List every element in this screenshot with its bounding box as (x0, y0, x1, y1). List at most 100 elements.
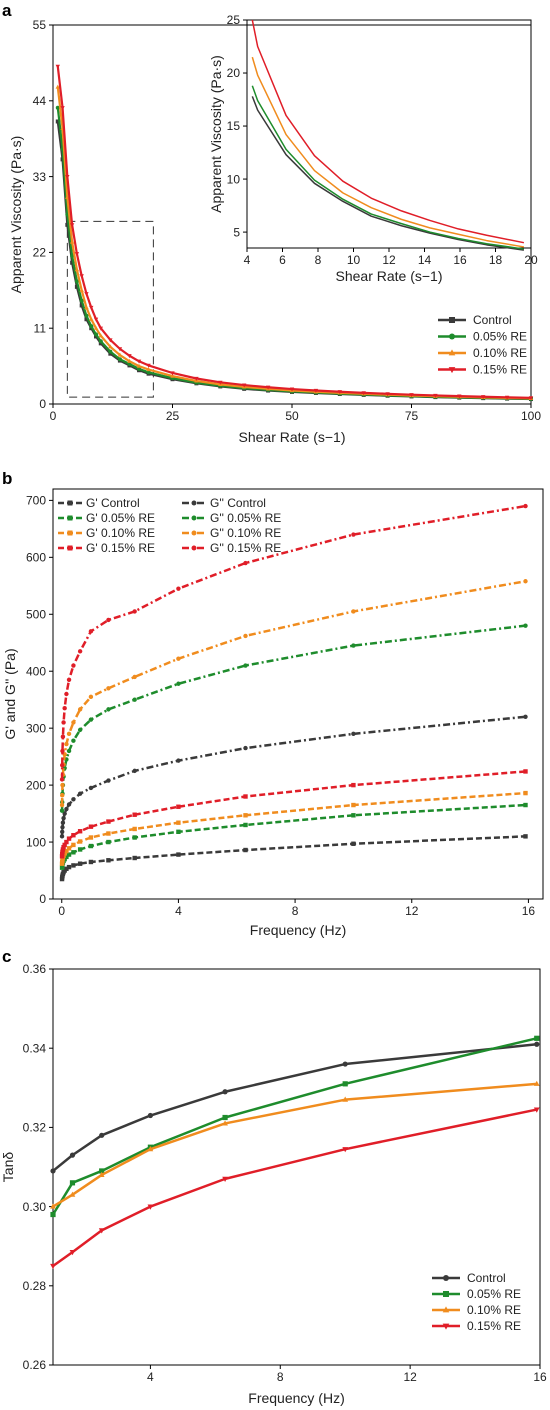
legend-marker (67, 515, 73, 521)
series-5 (59, 623, 528, 813)
data-point (79, 274, 84, 279)
legend-marker (448, 349, 456, 356)
legend-label: G'' 0.10% RE (210, 526, 281, 540)
legend-label: Control (467, 1271, 506, 1285)
legend-label: Control (473, 313, 512, 327)
data-point (351, 813, 356, 818)
data-point (481, 395, 486, 400)
data-point (106, 839, 111, 845)
y-tick-label: 33 (33, 170, 47, 184)
legend-label: G'' 0.05% RE (210, 511, 281, 525)
x-tick-label: 18 (489, 253, 503, 267)
x-tick-label: 4 (244, 253, 251, 267)
legend-a: Control 0.05% RE 0.10% RE 0.15% RE (438, 313, 527, 377)
data-point (361, 391, 366, 396)
legend-entry: G'' 0.05% RE (182, 511, 281, 525)
data-point (59, 802, 65, 808)
data-point (523, 623, 528, 628)
data-point (243, 633, 248, 639)
data-point (88, 694, 94, 700)
y-tick-label: 20 (227, 66, 241, 80)
data-point (60, 762, 65, 768)
data-point (93, 317, 99, 322)
series-line (60, 715, 526, 837)
data-point (62, 811, 67, 816)
data-point (60, 748, 65, 754)
data-point (385, 392, 390, 397)
data-point (106, 858, 111, 863)
data-point (106, 686, 111, 691)
series-line (60, 770, 526, 857)
data-point (88, 859, 94, 865)
legend-label: G' 0.05% RE (86, 511, 155, 525)
data-point (176, 681, 181, 686)
y-axis-title: G' and G'' (Pa) (2, 648, 18, 739)
data-point (61, 844, 66, 850)
data-point (84, 317, 89, 322)
data-point (64, 866, 69, 872)
inset-series-0 (251, 96, 525, 251)
x-tick-label: 4 (147, 1370, 154, 1384)
legend-c: Control 0.05% RE 0.10% RE 0.15% RE (432, 1271, 521, 1333)
data-point (60, 825, 65, 830)
data-point (351, 643, 356, 648)
data-point (504, 395, 510, 400)
x-tick-label: 8 (277, 1370, 284, 1384)
data-point (136, 363, 142, 368)
data-point (243, 663, 248, 668)
data-point (61, 720, 66, 725)
data-point (457, 394, 462, 399)
data-point (351, 802, 356, 808)
y-tick-label: 10 (227, 172, 241, 186)
data-point (222, 1089, 228, 1095)
legend-marker (191, 500, 197, 506)
data-point (342, 1147, 349, 1153)
data-point (77, 791, 83, 796)
x-tick-label: 8 (315, 253, 322, 267)
y-tick-label: 0.36 (23, 962, 47, 976)
data-point (60, 793, 65, 798)
y-tick-label: 44 (33, 94, 47, 108)
data-point (132, 855, 137, 861)
data-point (50, 1211, 56, 1218)
y-tick-label: 100 (26, 835, 46, 849)
x-tick-label: 0 (50, 409, 57, 423)
data-point (55, 64, 60, 69)
inset-series-line (251, 96, 525, 251)
y-axis-title: Apparent Viscosity (Pa·s) (208, 55, 224, 213)
data-point (170, 373, 175, 378)
data-point (79, 287, 84, 292)
legend-marker (449, 333, 455, 340)
data-point (64, 839, 69, 845)
data-point (99, 1168, 105, 1174)
series-line (60, 504, 526, 780)
data-point (243, 794, 248, 799)
data-point (106, 617, 111, 623)
data-point (77, 861, 83, 866)
data-point (243, 745, 248, 751)
data-point (99, 1132, 105, 1138)
data-point (71, 663, 76, 668)
legend-label: G'' Control (210, 496, 266, 510)
inset-series-2 (251, 56, 525, 248)
data-point (88, 629, 94, 634)
x-tick-label: 75 (405, 409, 419, 423)
series-3 (59, 769, 528, 859)
y-tick-label: 700 (26, 494, 46, 508)
inset-chart: 4 6 8 10 12 14 16 18 20 5 10 15 20 25 Shear Rate (s−1)… (208, 13, 538, 284)
data-point (94, 334, 99, 339)
data-point (66, 846, 72, 851)
data-point (132, 697, 137, 702)
data-point (534, 1035, 540, 1041)
data-point (60, 829, 65, 835)
data-point (222, 1120, 228, 1126)
inset-series-line (251, 19, 525, 244)
x-tick-label: 25 (166, 409, 180, 423)
x-axis-title: Frequency (Hz) (248, 1390, 344, 1406)
data-point (65, 175, 70, 179)
x-tick-label: 4 (175, 904, 182, 918)
legend-label: G' Control (86, 496, 140, 510)
data-point (50, 1203, 56, 1209)
data-point (265, 385, 271, 390)
